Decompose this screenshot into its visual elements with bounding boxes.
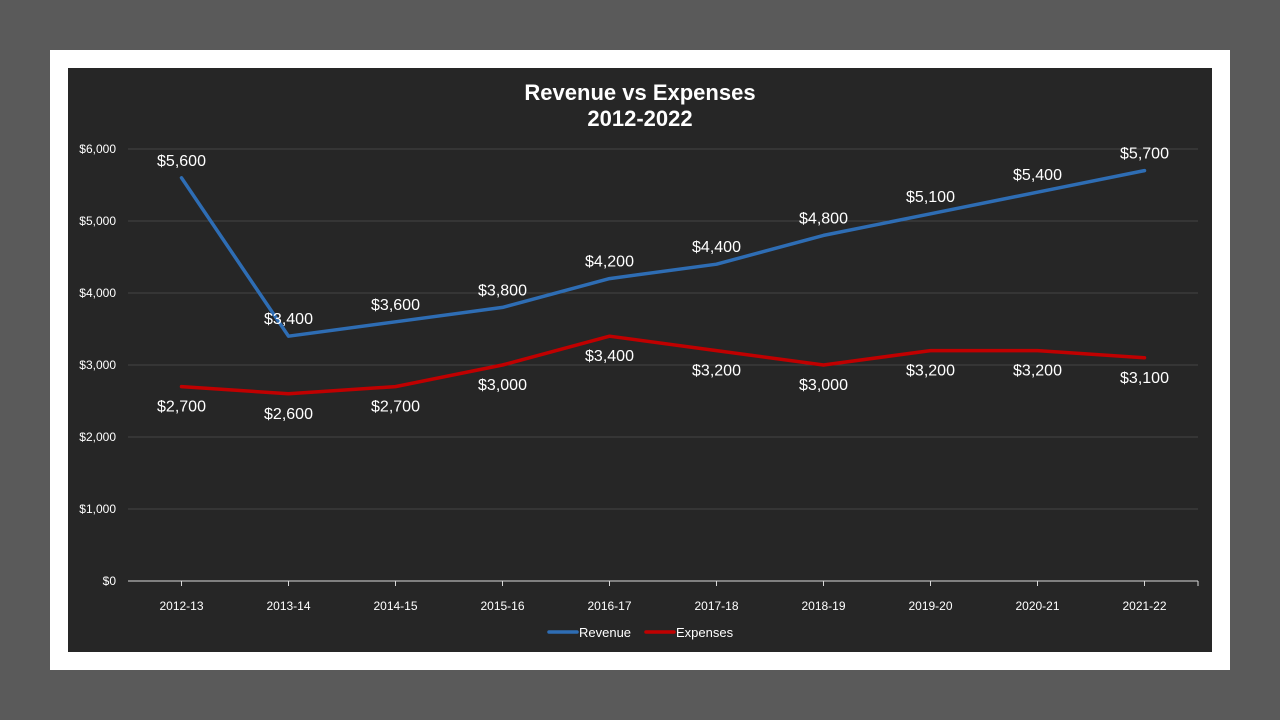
chart-subtitle: 2012-2022 <box>587 106 693 131</box>
data-label: $5,700 <box>1120 146 1169 163</box>
x-tick-label: 2021-22 <box>1122 599 1166 613</box>
x-tick-label: 2017-18 <box>694 599 738 613</box>
data-label: $3,600 <box>371 297 420 314</box>
data-label: $3,100 <box>1120 370 1169 387</box>
chart-panel: Revenue vs Expenses 2012-2022 <box>68 68 1212 652</box>
x-tick-label: 2016-17 <box>587 599 631 613</box>
x-tick-label: 2013-14 <box>266 599 310 613</box>
y-tick-label: $2,000 <box>79 430 116 444</box>
data-label: $5,400 <box>1013 167 1062 184</box>
y-tick-label: $5,000 <box>79 214 116 228</box>
data-label: $3,000 <box>799 377 848 394</box>
x-tick-label: 2014-15 <box>373 599 417 613</box>
data-label: $5,100 <box>906 189 955 206</box>
y-tick-label: $1,000 <box>79 502 116 516</box>
series-line-expenses <box>179 334 1147 396</box>
x-tick-label: 2012-13 <box>159 599 203 613</box>
data-label: $2,700 <box>371 399 420 416</box>
y-tick-label: $0 <box>103 574 117 588</box>
data-label: $3,200 <box>692 363 741 380</box>
data-label: $3,200 <box>1013 363 1062 380</box>
x-tick-label: 2019-20 <box>908 599 952 613</box>
data-label: $3,400 <box>264 311 313 328</box>
series-line-revenue <box>179 168 1147 338</box>
legend-label-revenue: Revenue <box>579 625 631 640</box>
data-label: $4,400 <box>692 239 741 256</box>
x-tick-label: 2020-21 <box>1015 599 1059 613</box>
legend-label-expenses: Expenses <box>676 625 734 640</box>
data-label: $3,800 <box>478 282 527 299</box>
data-label: $5,600 <box>157 153 206 170</box>
y-tick-label: $3,000 <box>79 358 116 372</box>
data-label: $2,700 <box>157 399 206 416</box>
data-label: $4,200 <box>585 254 634 271</box>
data-label: $3,000 <box>478 377 527 394</box>
data-label: $3,200 <box>906 363 955 380</box>
data-label: $4,800 <box>799 210 848 227</box>
data-label: $3,400 <box>585 348 634 365</box>
y-tick-label: $6,000 <box>79 142 116 156</box>
x-tick-label: 2018-19 <box>801 599 845 613</box>
x-tick-label: 2015-16 <box>480 599 524 613</box>
chart-title: Revenue vs Expenses <box>524 80 756 105</box>
y-tick-label: $4,000 <box>79 286 116 300</box>
chart-title-block: Revenue vs Expenses 2012-2022 <box>68 80 1212 132</box>
data-label: $2,600 <box>264 406 313 423</box>
